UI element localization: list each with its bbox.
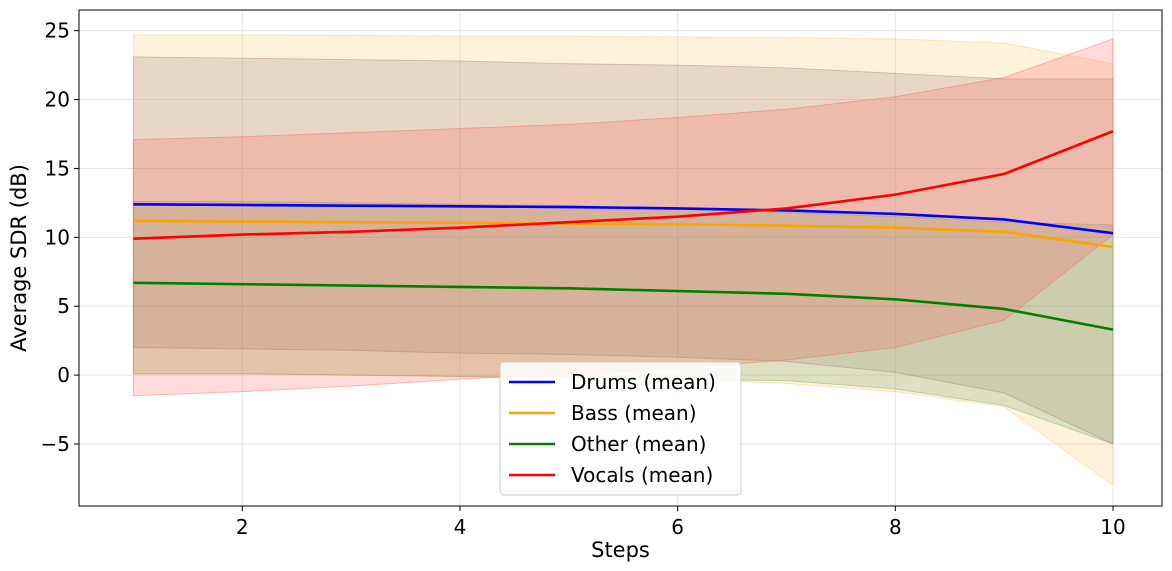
bass-std-band bbox=[132, 34, 1114, 487]
y-ticks: −5 0 5 10 15 20 25 bbox=[41, 19, 79, 456]
vocals-mean-line bbox=[133, 130, 1114, 241]
y-tick-label: 25 bbox=[45, 19, 70, 43]
vocals-std-band bbox=[132, 38, 1114, 397]
y-tick-label: 5 bbox=[57, 294, 70, 318]
y-tick-label: 10 bbox=[45, 225, 70, 249]
y-axis-label: Average SDR (dB) bbox=[7, 164, 31, 352]
x-tick-label: 6 bbox=[671, 515, 684, 539]
other-mean-line bbox=[133, 281, 1114, 331]
x-ticks: 2 4 6 8 10 bbox=[236, 506, 1126, 539]
legend-label-bass: Bass (mean) bbox=[571, 401, 697, 425]
y-tick-label: 20 bbox=[45, 88, 70, 112]
legend-box bbox=[499, 361, 742, 496]
legend: Drums (mean) Bass (mean) Other (mean) Vocal… bbox=[499, 361, 742, 496]
x-tick-label: 2 bbox=[236, 515, 249, 539]
other-std-band bbox=[132, 201, 1114, 445]
std-bands bbox=[132, 34, 1114, 487]
x-tick-label: 4 bbox=[454, 515, 467, 539]
plot-frame bbox=[78, 9, 1163, 507]
legend-label-other: Other (mean) bbox=[571, 432, 706, 456]
drums-mean-line bbox=[133, 202, 1114, 235]
x-tick-label: 10 bbox=[1100, 515, 1125, 539]
legend-label-vocals: Vocals (mean) bbox=[571, 463, 713, 487]
y-tick-label: 15 bbox=[45, 156, 70, 180]
x-axis-label: Steps bbox=[591, 538, 650, 562]
y-tick-label: −5 bbox=[41, 432, 70, 456]
legend-label-drums: Drums (mean) bbox=[571, 370, 716, 394]
x-tick-label: 8 bbox=[889, 515, 902, 539]
mean-lines bbox=[133, 130, 1114, 331]
bass-mean-line bbox=[133, 219, 1114, 249]
y-tick-label: 0 bbox=[57, 363, 70, 387]
drums-std-band bbox=[132, 56, 1114, 445]
